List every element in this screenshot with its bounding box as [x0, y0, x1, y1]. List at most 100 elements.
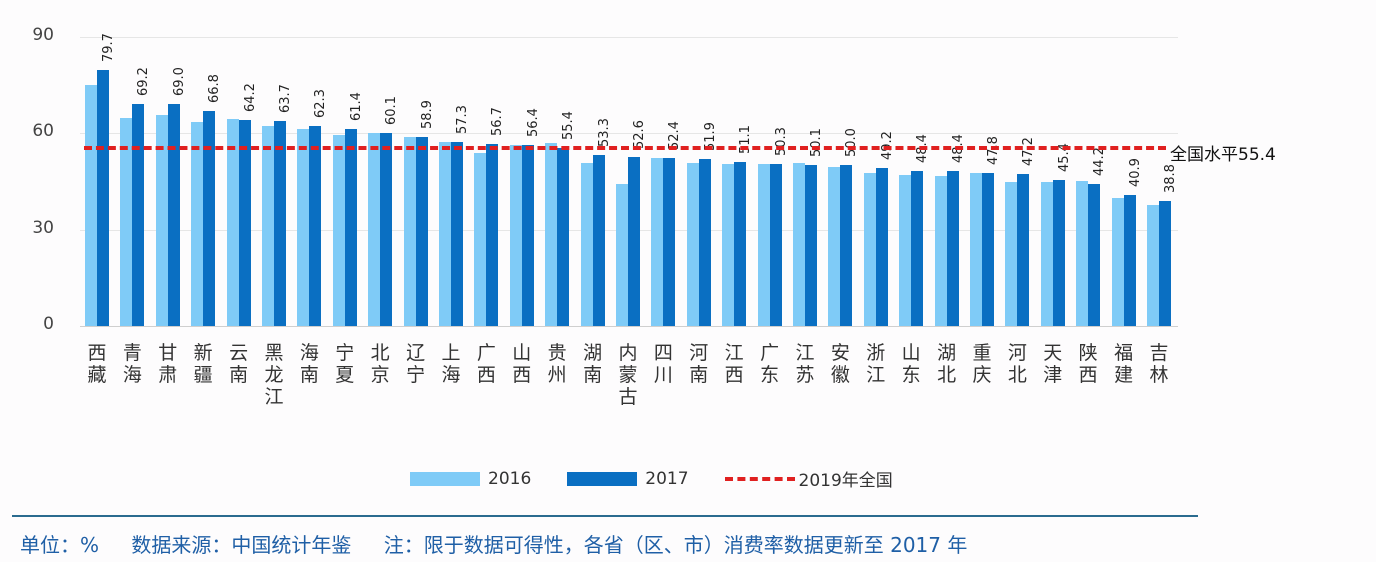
value-label-2017: 52.6 [632, 120, 647, 150]
bar-2017 [309, 125, 322, 326]
value-label-2017: 64.2 [242, 82, 258, 112]
x-category-label: 江苏 [795, 342, 815, 386]
bar-2016 [757, 163, 770, 326]
x-category-label: 辽宁 [406, 342, 426, 386]
x-category-label: 江西 [724, 342, 744, 386]
bar-2016 [226, 118, 239, 326]
bar-2016 [651, 157, 664, 326]
x-category-label: 贵州 [547, 342, 567, 386]
bar-2016 [793, 162, 805, 326]
bar-2016 [1005, 181, 1018, 326]
bar-2017 [1159, 201, 1171, 326]
x-category-label: 陕西 [1078, 342, 1098, 386]
bar-2017 [911, 170, 924, 326]
bar-2016 [474, 153, 487, 326]
value-label-2017: 47.2 [1021, 137, 1037, 167]
legend-item-2017: 2017 [567, 468, 689, 489]
x-category-label: 河南 [689, 342, 709, 386]
value-label-2017: 63.7 [278, 84, 293, 114]
bar-2017 [97, 70, 109, 326]
y-tick-label: 30 [32, 217, 54, 238]
footer-source: 数据来源：中国统计年鉴 [131, 533, 352, 557]
x-category-label: 广东 [760, 342, 780, 386]
bar-2017 [628, 157, 640, 326]
bar-2016 [155, 114, 168, 326]
bar-2016 [934, 176, 947, 326]
x-category-label: 湖南 [583, 342, 603, 386]
bar-2016 [616, 184, 628, 326]
x-category-label: 广西 [476, 342, 496, 386]
bar-2017 [203, 111, 216, 326]
bar-2017 [486, 143, 499, 326]
value-label-2017: 38.8 [1163, 164, 1178, 194]
value-label-2017: 66.8 [207, 74, 223, 104]
value-label-2017: 40.9 [1127, 157, 1143, 187]
value-label-2017: 61.4 [348, 91, 364, 121]
value-label-2017: 53.3 [596, 117, 612, 147]
x-category-label: 内蒙古 [618, 342, 638, 408]
footer-note: 注：限于数据可得性，各省（区、市）消费率数据更新至 2017 年 [383, 533, 968, 557]
x-category-label: 四川 [653, 342, 673, 386]
x-category-label: 青海 [122, 342, 142, 386]
bar-2017 [946, 170, 959, 326]
bar-2017 [274, 121, 286, 326]
y-tick-label: 0 [43, 314, 54, 334]
bar-chart: 0 30 60 90 79.7 西藏 69.2 青海 69.0 甘肃 66.8 新疆 64.2 云南 63.… [32, 25, 1178, 408]
x-category-label: 安徽 [830, 342, 850, 386]
reference-line-label: 全国水平55.4 [1170, 145, 1276, 165]
x-category-label: 河北 [1007, 342, 1027, 386]
bar-2016 [439, 142, 451, 326]
bar-2017 [344, 128, 357, 326]
value-label-2017: 47.8 [986, 135, 1001, 165]
x-category-label: 黑龙江 [264, 342, 284, 408]
value-label-2017: 56.4 [525, 107, 541, 137]
bar-2017 [557, 148, 570, 326]
bar-2017 [734, 161, 747, 326]
value-label-2017: 62.3 [313, 88, 329, 118]
bar-2017 [982, 172, 994, 326]
x-category-label: 天津 [1043, 342, 1063, 386]
bar-2017 [238, 119, 251, 326]
x-category-label: 山西 [512, 342, 532, 386]
y-tick-label: 60 [32, 121, 54, 142]
bar-2017 [380, 133, 393, 326]
value-label-2017: 69.2 [136, 66, 152, 96]
legend-label-2017: 2017 [645, 468, 689, 489]
bar-2017 [840, 165, 853, 326]
value-label-2017: 50.1 [809, 128, 824, 158]
bar-2017 [592, 154, 605, 326]
bar-2016 [368, 133, 381, 326]
bar-2017 [1052, 180, 1065, 326]
bar-2017 [1017, 174, 1030, 326]
x-category-label: 云南 [229, 342, 249, 386]
bar-2017 [132, 103, 145, 326]
x-category-label: 新疆 [193, 342, 213, 386]
value-label-2017: 55.4 [561, 111, 577, 141]
bar-2017 [663, 157, 676, 326]
bar-2016 [120, 117, 133, 326]
bar-2016 [1076, 181, 1089, 326]
x-category-label: 福建 [1114, 342, 1134, 386]
x-category-label: 西藏 [87, 342, 107, 386]
bar-2016 [970, 173, 982, 326]
bar-2017 [167, 104, 180, 326]
value-label-2017: 44.2 [1092, 147, 1108, 177]
x-axis-line [80, 326, 1178, 327]
x-category-label: 甘肃 [158, 342, 178, 386]
bar-2016 [85, 84, 97, 326]
legend-item-reference: 2019年全国 [724, 466, 893, 491]
x-category-label: 吉林 [1149, 342, 1169, 386]
bar-2017 [451, 142, 463, 326]
bar-2016 [686, 162, 699, 326]
bar-2016 [262, 125, 274, 326]
bar-2016 [1040, 182, 1053, 326]
bar-2017 [1088, 184, 1101, 326]
legend-dash-reference [724, 476, 795, 481]
x-category-label: 北京 [370, 342, 390, 386]
bar-2016 [863, 172, 876, 326]
bar-2016 [722, 164, 735, 326]
bar-2017 [769, 164, 782, 326]
bar-2016 [1147, 205, 1159, 326]
legend-label-2016: 2016 [488, 468, 532, 489]
value-label-2017: 79.7 [101, 33, 116, 63]
